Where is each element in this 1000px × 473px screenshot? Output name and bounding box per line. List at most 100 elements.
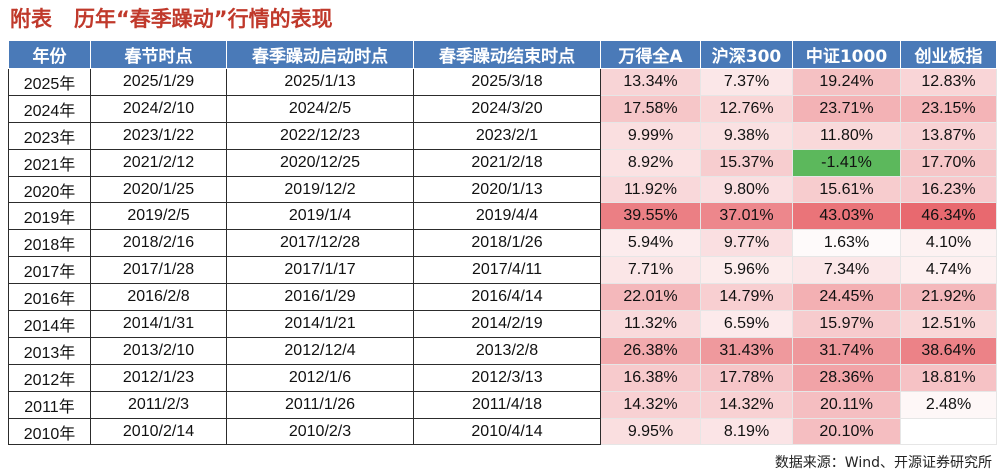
- date-cell: 2017/1/17: [226, 256, 414, 285]
- table-row: 2013年 2013/2/10 2012/12/4 2013/2/8 26.38% 31.…: [8, 336, 997, 365]
- return-cell: 12.83%: [900, 68, 997, 96]
- return-cell: 21.92%: [900, 283, 997, 312]
- table-row: 2023年 2023/1/22 2022/12/23 2023/2/1 9.99% 9.3…: [8, 121, 997, 150]
- return-cell: 12.76%: [700, 94, 793, 123]
- date-cell: 2013/2/10: [90, 336, 227, 365]
- return-cell: 7.71%: [600, 256, 701, 285]
- column-header: 春节时点: [90, 40, 227, 69]
- page-title: 附表 历年“春季躁动”行情的表现: [10, 2, 333, 36]
- table-row: 2025年 2025/1/29 2025/1/13 2025/3/18 13.34% 7.…: [8, 68, 997, 96]
- return-cell: [900, 417, 997, 446]
- year-cell: 2021年: [8, 148, 91, 177]
- return-cell: 16.38%: [600, 363, 701, 392]
- date-cell: 2025/1/13: [226, 68, 414, 96]
- return-cell: 8.19%: [700, 417, 793, 446]
- return-cell: 15.37%: [700, 148, 793, 177]
- year-cell: 2012年: [8, 363, 91, 392]
- return-cell: 37.01%: [700, 202, 793, 231]
- date-cell: 2016/2/8: [90, 283, 227, 312]
- table-header-row: 年份 春节时点 春季躁动启动时点 春季躁动结束时点 万得全A 沪深300 中证1000 创业板…: [8, 40, 997, 69]
- return-cell: 7.34%: [792, 256, 901, 285]
- date-cell: 2018/1/26: [413, 229, 601, 258]
- year-cell: 2025年: [8, 68, 91, 96]
- date-cell: 2020/1/13: [413, 175, 601, 204]
- return-cell: 26.38%: [600, 336, 701, 365]
- return-cell: 17.78%: [700, 363, 793, 392]
- return-cell: 20.11%: [792, 390, 901, 419]
- date-cell: 2017/4/11: [413, 256, 601, 285]
- date-cell: 2011/4/18: [413, 390, 601, 419]
- table-row: 2018年 2018/2/16 2017/12/28 2018/1/26 5.94% 9.…: [8, 229, 997, 258]
- date-cell: 2025/1/29: [90, 68, 227, 96]
- date-cell: 2021/2/12: [90, 148, 227, 177]
- date-cell: 2019/2/5: [90, 202, 227, 231]
- return-cell: 9.99%: [600, 121, 701, 150]
- return-cell: 28.36%: [792, 363, 901, 392]
- date-cell: 2016/4/14: [413, 283, 601, 312]
- return-cell: 22.01%: [600, 283, 701, 312]
- year-cell: 2011年: [8, 390, 91, 419]
- date-cell: 2017/1/28: [90, 256, 227, 285]
- return-cell: 8.92%: [600, 148, 701, 177]
- spring-rally-table: 年份 春节时点 春季躁动启动时点 春季躁动结束时点 万得全A 沪深300 中证1000 创业板…: [8, 40, 997, 446]
- date-cell: 2014/1/31: [90, 310, 227, 338]
- year-cell: 2017年: [8, 256, 91, 285]
- date-cell: 2010/4/14: [413, 417, 601, 446]
- return-cell: 15.97%: [792, 310, 901, 338]
- year-cell: 2016年: [8, 283, 91, 312]
- column-header: 年份: [8, 40, 91, 69]
- return-cell: 31.43%: [700, 336, 793, 365]
- date-cell: 2019/4/4: [413, 202, 601, 231]
- return-cell: 9.77%: [700, 229, 793, 258]
- date-cell: 2011/1/26: [226, 390, 414, 419]
- return-cell: 19.24%: [792, 68, 901, 96]
- date-cell: 2020/1/25: [90, 175, 227, 204]
- return-cell: 18.81%: [900, 363, 997, 392]
- date-cell: 2014/1/21: [226, 310, 414, 338]
- return-cell: 24.45%: [792, 283, 901, 312]
- return-cell: 4.74%: [900, 256, 997, 285]
- year-cell: 2019年: [8, 202, 91, 231]
- date-cell: 2012/3/13: [413, 363, 601, 392]
- return-cell: 20.10%: [792, 417, 901, 446]
- title-prefix: 附表: [10, 7, 52, 31]
- return-cell: 31.74%: [792, 336, 901, 365]
- table-row: 2024年 2024/2/10 2024/2/5 2024/3/20 17.58% 12.…: [8, 94, 997, 123]
- year-cell: 2018年: [8, 229, 91, 258]
- date-cell: 2023/2/1: [413, 121, 601, 150]
- return-cell: 15.61%: [792, 175, 901, 204]
- date-cell: 2010/2/14: [90, 417, 227, 446]
- table-row: 2011年 2011/2/3 2011/1/26 2011/4/18 14.32% 14.…: [8, 390, 997, 419]
- date-cell: 2019/12/2: [226, 175, 414, 204]
- return-cell: 6.59%: [700, 310, 793, 338]
- return-cell: 14.32%: [700, 390, 793, 419]
- year-cell: 2020年: [8, 175, 91, 204]
- return-cell: 9.80%: [700, 175, 793, 204]
- return-cell: 46.34%: [900, 202, 997, 231]
- return-cell: 5.94%: [600, 229, 701, 258]
- return-cell: 23.71%: [792, 94, 901, 123]
- date-cell: 2024/3/20: [413, 94, 601, 123]
- return-cell: 11.80%: [792, 121, 901, 150]
- return-cell: 16.23%: [900, 175, 997, 204]
- table-row: 2010年 2010/2/14 2010/2/3 2010/4/14 9.95% 8.19…: [8, 417, 997, 446]
- return-cell: 11.92%: [600, 175, 701, 204]
- date-cell: 2012/1/23: [90, 363, 227, 392]
- return-cell: 1.63%: [792, 229, 901, 258]
- return-cell: 38.64%: [900, 336, 997, 365]
- return-cell: 43.03%: [792, 202, 901, 231]
- column-header: 春季躁动启动时点: [226, 40, 414, 69]
- date-cell: 2024/2/5: [226, 94, 414, 123]
- date-cell: 2010/2/3: [226, 417, 414, 446]
- column-header: 春季躁动结束时点: [413, 40, 601, 69]
- date-cell: 2019/1/4: [226, 202, 414, 231]
- return-cell: 9.95%: [600, 417, 701, 446]
- date-cell: 2025/3/18: [413, 68, 601, 96]
- year-cell: 2023年: [8, 121, 91, 150]
- source-note: 数据来源：Wind、开源证券研究所: [774, 455, 992, 471]
- return-cell: 39.55%: [600, 202, 701, 231]
- return-cell: -1.41%: [792, 148, 901, 177]
- table-row: 2012年 2012/1/23 2012/1/6 2012/3/13 16.38% 17.…: [8, 363, 997, 392]
- date-cell: 2012/1/6: [226, 363, 414, 392]
- return-cell: 23.15%: [900, 94, 997, 123]
